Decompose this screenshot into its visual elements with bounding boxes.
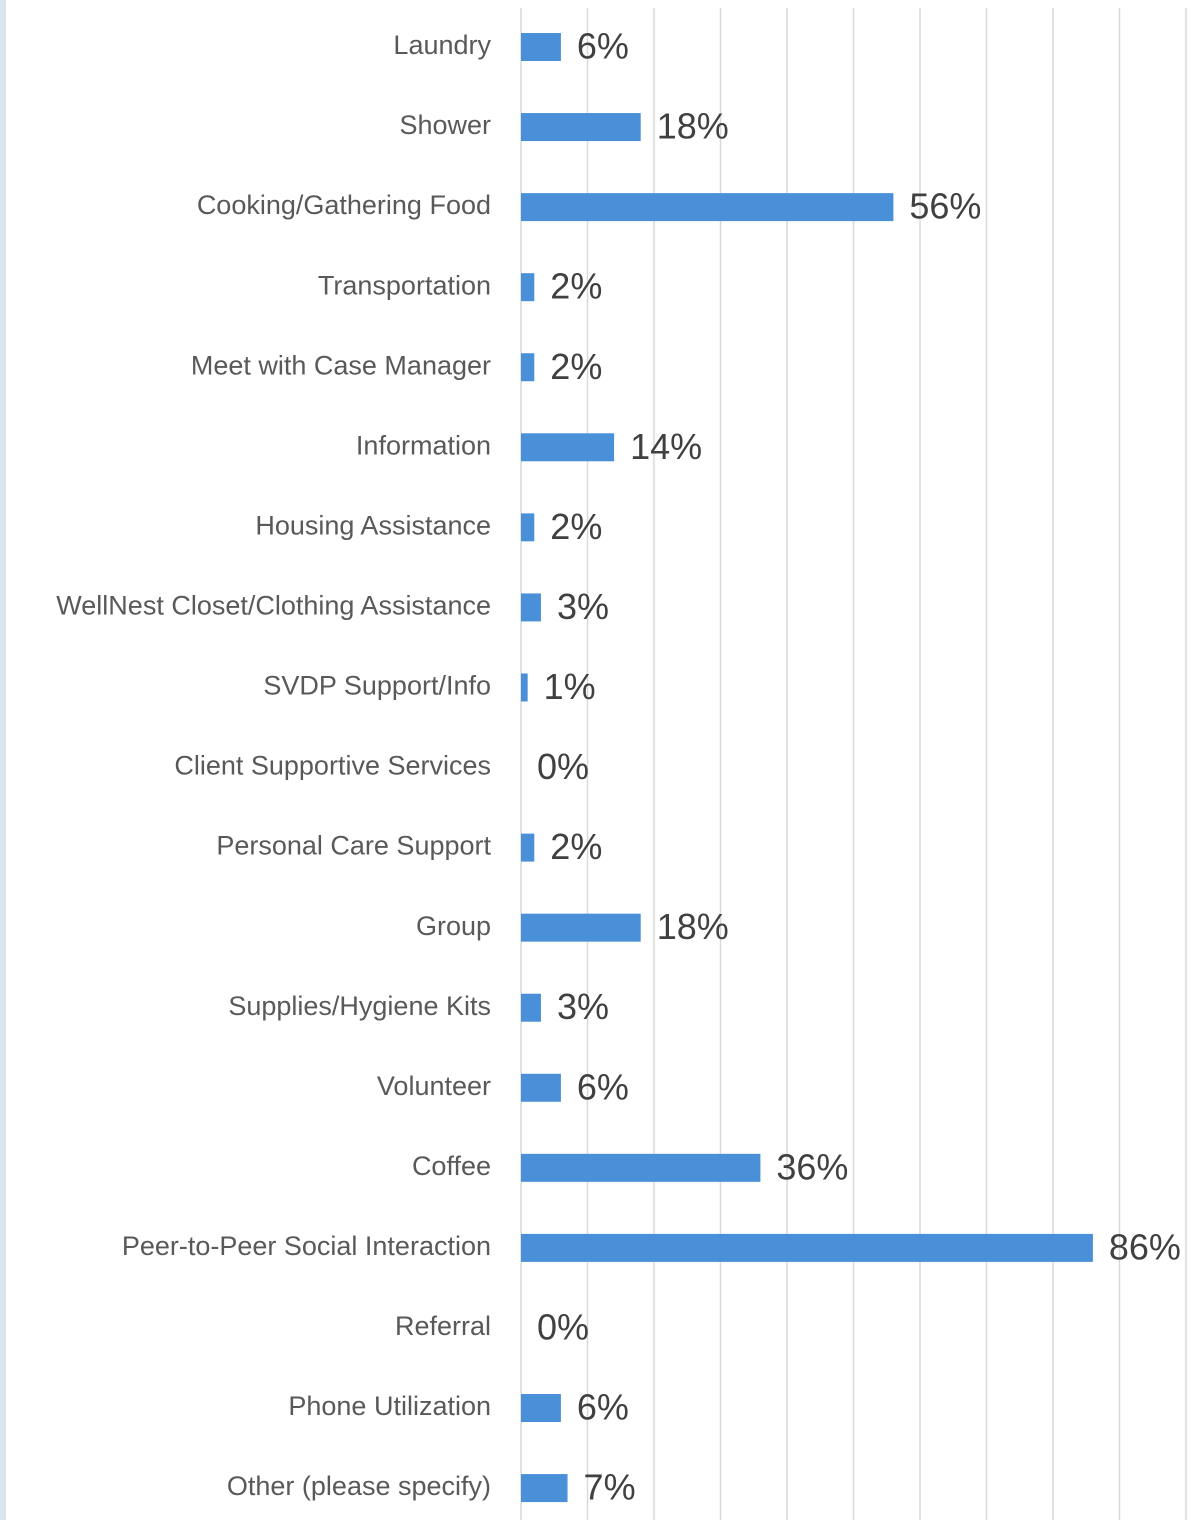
bar: [521, 1073, 561, 1102]
category-label: Client Supportive Services: [174, 751, 491, 781]
data-label: 1%: [544, 666, 596, 707]
category-label: Phone Utilization: [288, 1391, 491, 1421]
data-label: 6%: [577, 26, 629, 67]
category-label: Laundry: [393, 30, 491, 60]
category-label: SVDP Support/Info: [263, 671, 491, 701]
bar: [521, 593, 541, 622]
category-label: Group: [416, 911, 491, 941]
bar: [521, 993, 541, 1022]
data-label: 0%: [537, 1306, 589, 1347]
data-label: 3%: [557, 586, 609, 627]
bar: [521, 1153, 761, 1182]
category-label: WellNest Closet/Clothing Assistance: [56, 591, 491, 621]
data-label: 86%: [1109, 1226, 1181, 1267]
data-label: 2%: [550, 346, 602, 387]
data-label: 6%: [577, 1066, 629, 1107]
data-label: 3%: [557, 986, 609, 1027]
bar: [521, 33, 561, 61]
edge-strip: [0, 0, 6, 1520]
data-label: 6%: [577, 1387, 629, 1428]
category-label: Information: [356, 430, 491, 460]
category-label: Personal Care Support: [216, 831, 491, 861]
data-label: 14%: [630, 426, 702, 467]
bar: [521, 1474, 568, 1503]
bar: [521, 433, 615, 462]
category-label: Cooking/Gathering Food: [197, 190, 491, 220]
bar: [521, 673, 528, 702]
category-label: Referral: [395, 1311, 491, 1341]
bar: [521, 113, 641, 142]
data-label: 2%: [550, 826, 602, 867]
data-label: 2%: [550, 506, 602, 547]
bar: [521, 513, 535, 542]
data-label: 56%: [909, 186, 981, 227]
category-label: Volunteer: [377, 1071, 491, 1101]
category-label: Supplies/Hygiene Kits: [228, 991, 491, 1021]
category-label: Peer-to-Peer Social Interaction: [122, 1231, 491, 1261]
category-label: Meet with Case Manager: [191, 350, 491, 380]
data-label: 18%: [657, 906, 729, 947]
category-label: Coffee: [412, 1151, 491, 1181]
data-label: 7%: [584, 1467, 636, 1508]
data-label: 18%: [657, 106, 729, 147]
category-label: Other (please specify): [227, 1471, 491, 1501]
bar: [521, 1394, 561, 1423]
category-label: Transportation: [318, 270, 491, 300]
bar: [521, 273, 535, 302]
category-label: Housing Assistance: [255, 510, 491, 540]
bar: [521, 1233, 1093, 1262]
bar: [521, 913, 641, 942]
bar: [521, 353, 535, 382]
bar: [521, 193, 894, 222]
category-label: Shower: [399, 110, 491, 140]
data-label: 2%: [550, 266, 602, 307]
bar: [521, 833, 535, 862]
data-label: 0%: [537, 746, 589, 787]
data-label: 36%: [776, 1146, 848, 1187]
